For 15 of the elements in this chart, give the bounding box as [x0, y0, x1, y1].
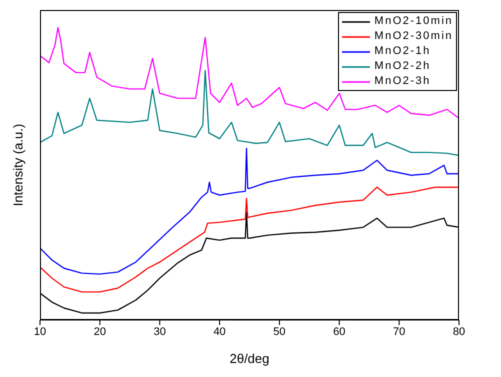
x-axis-title: 2θ/deg [230, 351, 270, 366]
legend-label: MnO2-2h [374, 59, 431, 74]
x-tick-label: 20 [94, 326, 106, 338]
legend-label: MnO2-1h [374, 44, 431, 59]
x-tick-label: 80 [452, 326, 466, 338]
x-tick-label: 40 [213, 326, 226, 338]
x-tick-label: 70 [393, 326, 406, 338]
x-tick-label: 50 [273, 326, 286, 338]
y-axis-title: Intensity (a.u.) [10, 124, 26, 206]
legend-label: MnO2-3h [374, 74, 431, 89]
legend-label: MnO2-30min [374, 29, 453, 44]
x-tick-label: 30 [154, 326, 166, 338]
x-tick-label: 60 [333, 326, 346, 338]
x-tick-label: 10 [34, 326, 46, 338]
legend-label: MnO2-10min [374, 14, 453, 29]
